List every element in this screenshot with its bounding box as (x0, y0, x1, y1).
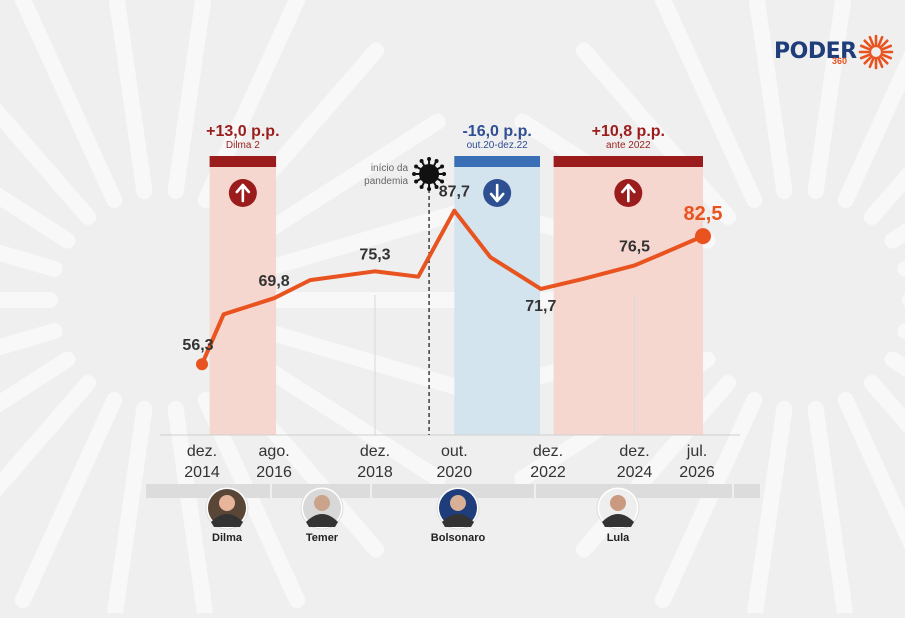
data-label: 75,3 (359, 246, 390, 263)
leader-name: Temer (305, 532, 339, 544)
data-label: 69,8 (259, 273, 290, 290)
pandemic-label: pandemia (364, 176, 408, 187)
period-note-label: ante 2022 (606, 140, 651, 151)
x-tick-label: ago. (259, 443, 290, 460)
x-tick-label: jul. (686, 443, 707, 460)
x-tick-label: 2026 (679, 464, 715, 481)
period-bar (209, 156, 277, 167)
x-tick-label: out. (441, 443, 468, 460)
leader-name: Lula (606, 532, 630, 544)
timeline-segment (734, 484, 760, 498)
period-band (454, 163, 541, 435)
timeline-segment (536, 484, 732, 498)
avatar (300, 486, 344, 530)
period-change-label: +10,8 p.p. (592, 123, 665, 140)
avatar (596, 486, 640, 530)
pandemic-label: início da (371, 163, 409, 174)
data-point (695, 228, 711, 245)
period-bar (553, 156, 703, 167)
avatar (436, 486, 480, 530)
logo-wordmark: PODER (774, 39, 857, 64)
period-band (553, 163, 703, 435)
x-tick-label: 2014 (184, 464, 220, 481)
x-tick-label: dez. (533, 443, 563, 460)
series-line (200, 208, 705, 367)
x-tick-label: 2022 (530, 464, 566, 481)
x-tick-label: 2018 (357, 464, 393, 481)
x-tick-label: 2020 (437, 464, 473, 481)
period-change-label: +13,0 p.p. (206, 123, 279, 140)
period-bar (454, 156, 541, 167)
data-label: 71,7 (525, 298, 556, 315)
leader-name: Dilma (212, 532, 242, 544)
period-note-label: Dilma 2 (226, 140, 260, 151)
x-tick-label: 2016 (256, 464, 292, 481)
x-tick-label: dez. (360, 443, 390, 460)
data-label: 76,5 (619, 238, 650, 255)
x-tick-label: dez. (187, 443, 217, 460)
period-change-label: -16,0 p.p. (462, 123, 531, 140)
x-tick-label: dez. (619, 443, 649, 460)
data-point (196, 358, 208, 371)
poder360-logo[interactable]: PODER 360 (774, 34, 894, 70)
period-note-label: out.20-dez.22 (467, 140, 529, 151)
sun-icon (858, 34, 893, 70)
virus-icon (412, 157, 447, 191)
x-tick-label: 2024 (617, 464, 653, 481)
leader-name: Bolsonaro (430, 532, 486, 544)
data-label: 87,7 (439, 184, 470, 201)
logo-number: 360 (832, 56, 848, 66)
period-band (209, 163, 277, 435)
avatar (205, 486, 249, 530)
data-label: 82,5 (684, 203, 723, 225)
timeline-segment (146, 484, 270, 498)
data-label: 56,3 (182, 337, 213, 354)
